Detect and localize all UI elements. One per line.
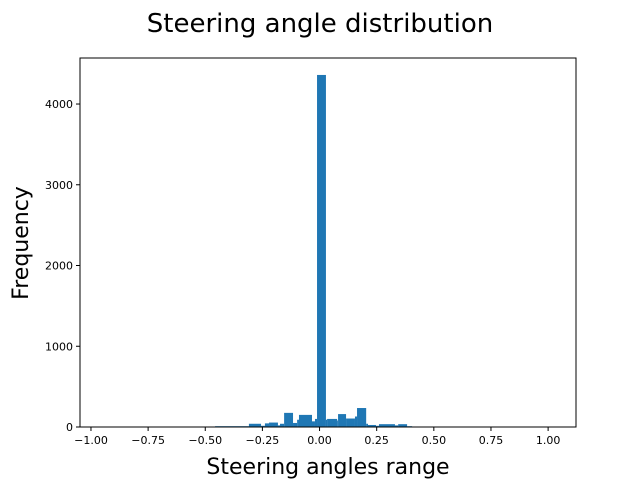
x-axis-ticks: −1.00 −0.75 −0.50 −0.25 0.00 0.25 0.50 0.75 1.00 <box>74 427 560 447</box>
histogram-bar <box>269 422 278 427</box>
y-tick-label: 3000 <box>45 179 73 192</box>
histogram-bar <box>368 424 376 427</box>
histogram-bar <box>312 421 315 427</box>
x-axis-label: Steering angles range <box>206 455 449 480</box>
histogram-bar <box>248 423 262 427</box>
x-tick-label: −0.25 <box>246 434 280 447</box>
y-axis-label: Frequency <box>9 186 34 300</box>
x-tick-label: 1.00 <box>536 434 561 447</box>
histogram-bar <box>280 423 285 427</box>
histogram-bar <box>338 414 347 427</box>
x-tick-label: −1.00 <box>74 434 108 447</box>
histogram-bar <box>394 425 399 427</box>
y-axis-ticks: 0 1000 2000 3000 4000 <box>45 98 80 434</box>
chart-title: Steering angle distribution <box>147 9 493 39</box>
histogram-bar <box>366 423 368 427</box>
x-tick-label: 0.50 <box>422 434 447 447</box>
plot-frame <box>79 57 577 428</box>
histogram-bar <box>264 423 270 427</box>
x-tick-label: −0.75 <box>131 434 165 447</box>
bars-group <box>215 74 413 427</box>
histogram-bar <box>327 418 338 427</box>
y-tick-label: 0 <box>66 421 73 434</box>
histogram-bar <box>357 408 367 427</box>
histogram-bar <box>277 425 280 427</box>
x-tick-label: 0.00 <box>307 434 332 447</box>
histogram-bar <box>337 420 339 427</box>
histogram-bar <box>325 419 328 427</box>
x-tick-label: 0.75 <box>479 434 504 447</box>
x-tick-label: 0.25 <box>364 434 389 447</box>
histogram-bar <box>398 424 408 427</box>
histogram-bar <box>297 419 299 427</box>
histogram-bar <box>298 414 312 427</box>
histogram-bar <box>293 422 298 427</box>
histogram-bar <box>378 424 395 427</box>
histogram-bar <box>261 425 265 427</box>
y-tick-label: 4000 <box>45 98 73 111</box>
histogram-bar <box>346 418 355 427</box>
histogram-bar <box>376 425 379 427</box>
histogram-bar <box>284 412 294 427</box>
histogram-bar <box>317 74 326 427</box>
x-tick-label: −0.50 <box>188 434 222 447</box>
y-tick-label: 2000 <box>45 260 73 273</box>
histogram-bar <box>314 418 318 427</box>
y-tick-label: 1000 <box>45 340 73 353</box>
histogram-bar <box>354 416 358 427</box>
